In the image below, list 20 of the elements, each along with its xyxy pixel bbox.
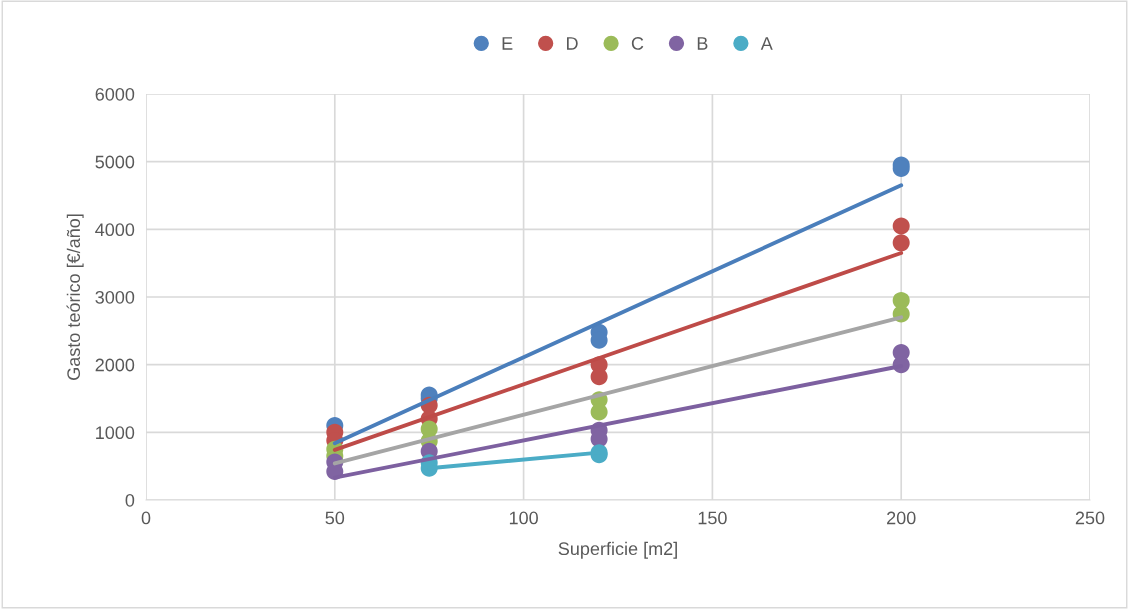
x-tick-label: 0: [141, 511, 151, 525]
y-tick-label: 3000: [95, 290, 135, 304]
y-tick-label: 6000: [95, 87, 135, 101]
x-tick-label: 50: [325, 511, 345, 525]
x-tick-label: 200: [887, 511, 916, 525]
x-axis-title: Superficie [m2]: [558, 541, 677, 559]
y-tick-label: 5000: [95, 155, 135, 169]
legend-label: D: [567, 37, 578, 50]
legend-label: C: [631, 37, 644, 50]
legend-label: A: [760, 37, 773, 50]
y-tick-label: 1000: [96, 426, 135, 440]
x-tick-label: 250: [1075, 511, 1105, 525]
y-tick-label: 0: [125, 493, 135, 507]
y-tick-label: 4000: [95, 223, 135, 237]
y-axis-title: Gasto teórico [€/año]: [66, 214, 84, 380]
legend-label: E: [502, 37, 513, 50]
x-tick-label: 150: [698, 511, 727, 525]
x-tick-label: 100: [509, 511, 538, 525]
y-tick-label: 2000: [95, 358, 135, 372]
legend-label: B: [697, 37, 708, 50]
